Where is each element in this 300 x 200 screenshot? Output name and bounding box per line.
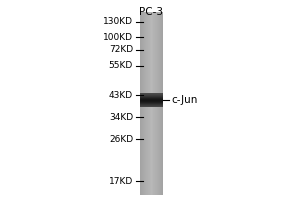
Text: 55KD: 55KD xyxy=(109,62,133,71)
Text: 130KD: 130KD xyxy=(103,18,133,26)
Text: 100KD: 100KD xyxy=(103,32,133,42)
Text: 43KD: 43KD xyxy=(109,90,133,99)
Text: 17KD: 17KD xyxy=(109,176,133,186)
Text: 72KD: 72KD xyxy=(109,46,133,54)
Text: 34KD: 34KD xyxy=(109,112,133,121)
Text: 26KD: 26KD xyxy=(109,134,133,144)
Text: c-Jun: c-Jun xyxy=(171,95,197,105)
Text: PC-3: PC-3 xyxy=(139,7,163,17)
